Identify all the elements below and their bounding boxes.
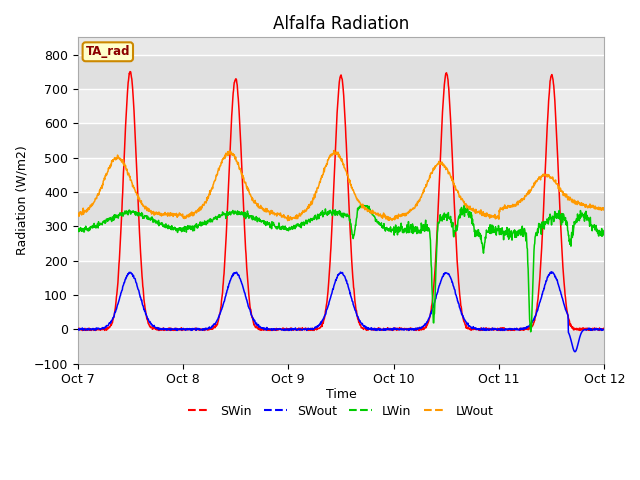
Y-axis label: Radiation (W/m2): Radiation (W/m2) [15, 145, 28, 255]
Bar [77, 329, 604, 364]
Title: Alfalfa Radiation: Alfalfa Radiation [273, 15, 409, 33]
Bar [77, 157, 604, 192]
X-axis label: Time: Time [326, 388, 356, 401]
Bar [77, 261, 604, 295]
Bar [77, 192, 604, 226]
Bar [77, 55, 604, 89]
Text: TA_rad: TA_rad [86, 45, 130, 58]
Legend: SWin, SWout, LWin, LWout: SWin, SWout, LWin, LWout [183, 400, 499, 423]
Bar [77, 89, 604, 123]
Bar [77, 295, 604, 329]
Bar [77, 226, 604, 261]
Bar [77, 123, 604, 157]
